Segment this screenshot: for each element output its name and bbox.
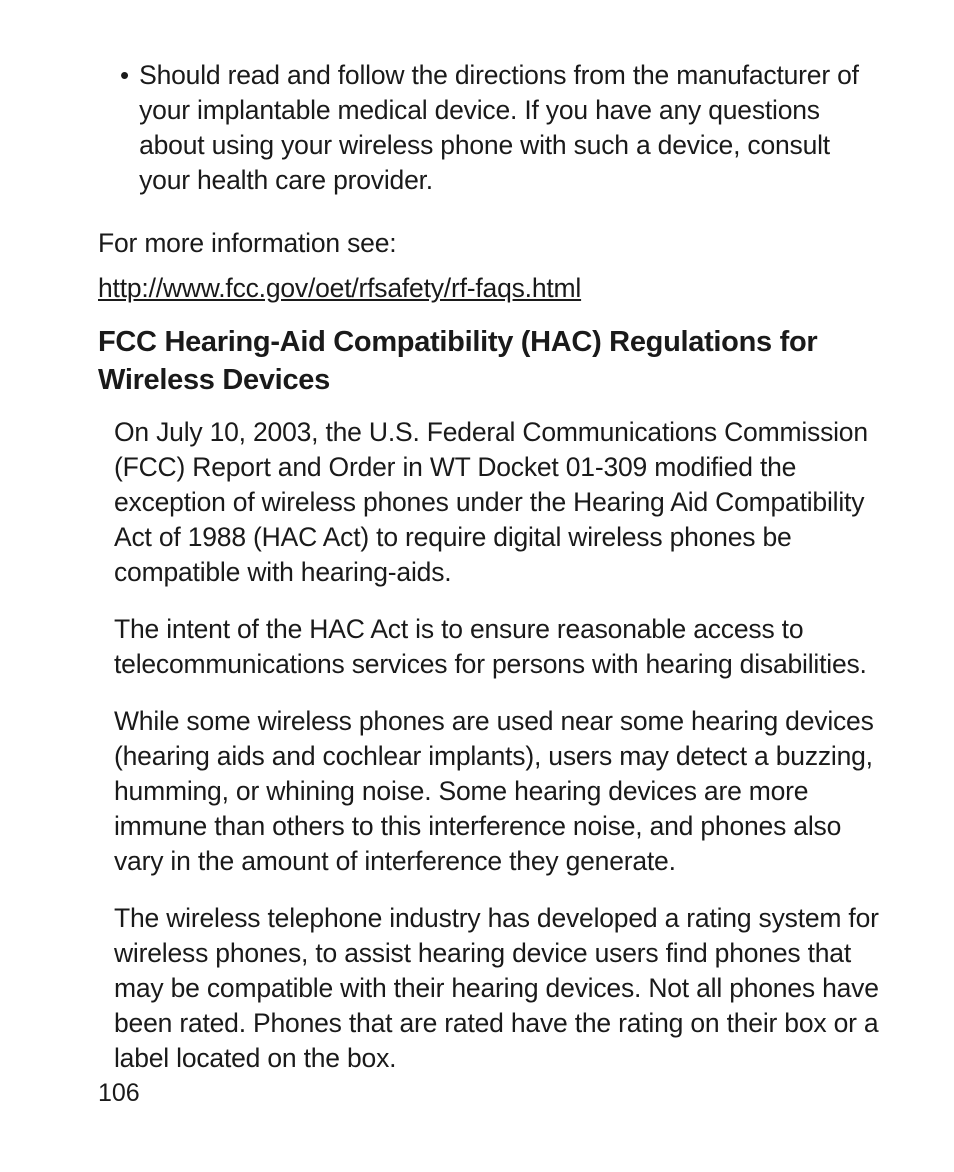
bullet-list-item: • Should read and follow the directions … bbox=[120, 58, 880, 198]
section-body: On July 10, 2003, the U.S. Federal Commu… bbox=[98, 415, 880, 1076]
paragraph: On July 10, 2003, the U.S. Federal Commu… bbox=[114, 415, 880, 590]
paragraph: The wireless telephone industry has deve… bbox=[114, 901, 880, 1076]
bullet-text: Should read and follow the directions fr… bbox=[139, 58, 880, 198]
paragraph: The intent of the HAC Act is to ensure r… bbox=[114, 612, 880, 682]
bullet-marker: • bbox=[120, 58, 129, 93]
fcc-link[interactable]: http://www.fcc.gov/oet/rfsafety/rf-faqs.… bbox=[98, 271, 581, 305]
section-heading: FCC Hearing-Aid Compatibility (HAC) Regu… bbox=[98, 323, 880, 399]
page-number: 106 bbox=[98, 1079, 140, 1108]
paragraph: While some wireless phones are used near… bbox=[114, 704, 880, 879]
info-line: For more information see: bbox=[98, 226, 880, 261]
document-page: • Should read and follow the directions … bbox=[0, 0, 954, 1172]
